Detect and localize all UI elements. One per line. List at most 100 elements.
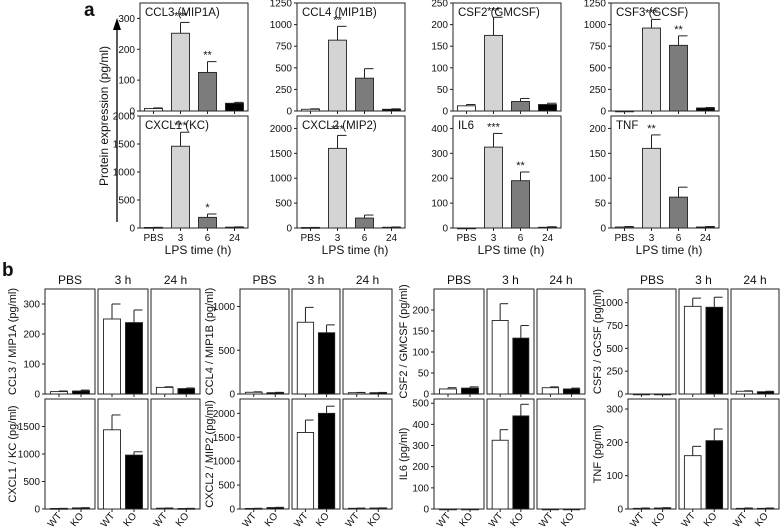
time-label: PBS — [447, 273, 471, 287]
y-tick-label: 300 — [23, 300, 40, 311]
bar-3 — [484, 146, 503, 229]
significance-mark: * — [205, 202, 210, 214]
x-tick-label: KO — [650, 511, 668, 529]
plot-frame — [486, 398, 535, 510]
bar-wt — [491, 439, 509, 510]
y-tick-label: 200 — [412, 462, 429, 473]
y-tick-label: 300 — [412, 441, 429, 452]
significance-mark: *** — [487, 121, 501, 133]
chart-a-cxcl1: 0 500 1000 1500 2000 CXCL1 (KC) PBS *** 3 * 6 24LPS… — [113, 112, 249, 257]
subpanel-pbs: PBS — [239, 273, 290, 397]
y-tick-label: 0 — [129, 107, 135, 118]
bar-ko — [317, 332, 336, 395]
bar-ko — [266, 392, 285, 395]
bar-6 — [669, 196, 688, 229]
x-axis-label: LPS time (h) — [478, 243, 545, 257]
bar-ko — [177, 388, 196, 395]
y-axis-label: CCL4 / MIP1B (pg/ml) — [204, 288, 216, 396]
bar-ko — [512, 415, 530, 510]
panel-b-charts: 0 100 200 300 CCL3 / MIP1A (pg/ml) PBS 3 h 24 h… — [7, 273, 780, 529]
y-tick-label: 0 — [600, 224, 606, 235]
x-tick-label: KO — [702, 511, 720, 529]
y-tick-label: 1500 — [270, 149, 293, 160]
plot-frame — [610, 115, 720, 229]
y-tick-label: 150 — [589, 149, 606, 160]
bar-wt — [491, 320, 509, 395]
y-tick-label: 100 — [412, 483, 429, 494]
bar-24 — [538, 226, 557, 229]
x-tick-label: 6 — [362, 233, 368, 244]
y-tick-label: 0 — [286, 224, 292, 235]
significance-mark: *** — [487, 5, 501, 17]
bar-6 — [198, 71, 217, 112]
y-tick-label: 500 — [589, 63, 606, 74]
y-tick-label: 0 — [617, 505, 623, 516]
bar-3 — [328, 39, 347, 112]
x-tick-label: PBS — [456, 233, 476, 244]
x-tick-label: KO — [366, 511, 384, 529]
x-tick-label: 6 — [518, 233, 524, 244]
y-tick-label: 500 — [218, 346, 235, 357]
significance-mark: *** — [174, 10, 188, 22]
x-axis-label: LPS time (h) — [636, 243, 703, 257]
y-tick-label: 50 — [437, 85, 449, 96]
subpanel-pbs: PBS — [627, 273, 677, 397]
bar-6 — [355, 77, 374, 112]
chart-title: CCL4 (MIP1B) — [302, 7, 377, 19]
y-tick-label: 500 — [412, 399, 429, 410]
time-label: 24 h — [356, 273, 379, 287]
bar-wt — [50, 391, 68, 395]
y-axis-label: CCL3 / MIP1A (pg/ml) — [7, 288, 19, 395]
bar-ko — [562, 388, 581, 395]
y-tick-label: 1000 — [213, 302, 236, 313]
subpanel-24h: WT KO — [536, 398, 586, 529]
y-axis-label: CXCL2 / MIP2 (pg/ml) — [204, 400, 216, 508]
x-tick-label: KO — [122, 511, 140, 529]
x-tick-label: WT — [46, 511, 64, 529]
significance-mark: ** — [203, 50, 212, 62]
y-tick-label: 400 — [412, 420, 429, 431]
significance-mark: *** — [174, 120, 188, 132]
x-tick-label: 3 — [335, 233, 341, 244]
panel-b-label: b — [2, 260, 14, 281]
plot-frame — [239, 288, 290, 395]
x-axis-label: LPS time (h) — [322, 243, 389, 257]
y-tick-label: 300 — [118, 14, 135, 25]
bar-wt — [296, 321, 315, 395]
plot-frame — [342, 288, 393, 395]
plot-frame — [730, 398, 780, 510]
y-tick-label: 500 — [275, 199, 292, 210]
y-axis-label: CXCL1 / KC (pg/ml) — [7, 405, 19, 502]
chart-title: TNF — [616, 120, 638, 132]
bar-ko — [125, 454, 143, 510]
y-tick-label: 200 — [23, 330, 40, 341]
x-tick-label: WT — [435, 511, 453, 529]
y-tick-label: 50 — [418, 369, 430, 380]
subpanel-pbs: PBS — [433, 273, 485, 397]
time-label: PBS — [252, 273, 276, 287]
chart-a-csf2: 0 50 100 150 200 250 CSF2 (GMCSF)*** — [431, 0, 562, 118]
x-tick-label: 24 — [700, 233, 712, 244]
bar-24 — [696, 107, 715, 112]
plot-frame — [730, 288, 780, 395]
significance-mark: *** — [645, 7, 659, 19]
time-label: 24 h — [549, 273, 572, 287]
x-tick-label: WT — [628, 511, 646, 529]
subpanel-3h: WT KO — [291, 398, 341, 529]
y-tick-label: 1500 — [213, 433, 236, 444]
time-label: 24 h — [743, 273, 766, 287]
y-tick-label: 0 — [442, 224, 448, 235]
bar-wt — [735, 390, 754, 395]
y-tick-label: 0 — [442, 107, 448, 118]
y-tick-label: 100 — [589, 174, 606, 185]
y-axis-arrow-head — [113, 18, 121, 30]
y-tick-label: 1250 — [270, 0, 293, 10]
bar-6 — [669, 44, 688, 112]
x-tick-label: 6 — [676, 233, 682, 244]
y-axis-label: IL6 (pg/ml) — [398, 428, 410, 481]
bar-PBS — [457, 105, 476, 112]
x-tick-label: KO — [314, 511, 332, 529]
